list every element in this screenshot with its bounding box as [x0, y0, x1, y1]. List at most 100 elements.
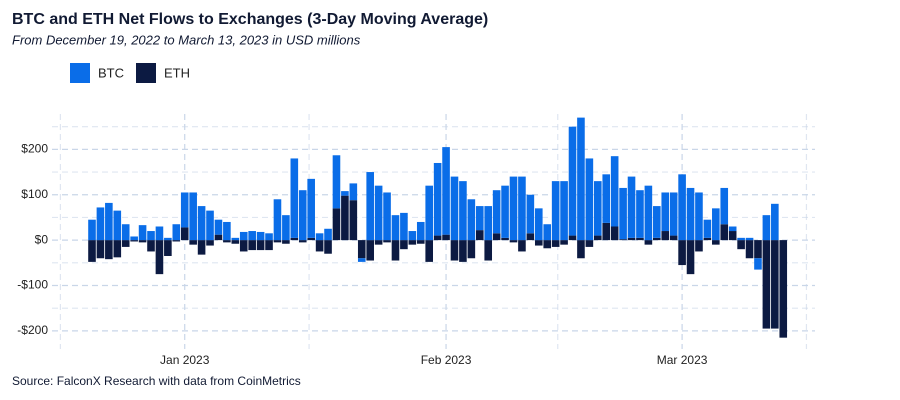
bar	[180, 227, 189, 241]
bar	[534, 208, 543, 241]
bar	[273, 199, 282, 241]
bar	[653, 206, 661, 238]
bar	[610, 156, 619, 227]
bar	[661, 231, 670, 241]
bar	[754, 258, 762, 270]
bar	[686, 240, 695, 275]
bar	[467, 240, 476, 259]
bar	[467, 199, 476, 241]
bar	[501, 185, 509, 238]
bar	[155, 226, 164, 241]
bar	[366, 240, 374, 261]
bar	[543, 224, 552, 241]
bar	[400, 212, 408, 241]
source: Source: FalconX Research with data from …	[12, 374, 301, 388]
bar	[332, 208, 341, 241]
bar	[105, 240, 113, 260]
bar	[560, 240, 568, 245]
bar	[96, 240, 105, 259]
bar	[501, 237, 509, 241]
bar	[644, 185, 653, 241]
bar	[357, 240, 366, 259]
bar	[518, 176, 526, 241]
bar	[147, 240, 155, 252]
bar	[695, 240, 703, 252]
bar	[433, 235, 442, 241]
bar	[762, 215, 771, 241]
chart-title: BTC and ETH Net Flows to Exchanges (3-Da…	[12, 11, 488, 28]
bar	[206, 240, 214, 246]
bar	[121, 224, 130, 241]
bar	[357, 258, 366, 262]
bar	[265, 240, 273, 251]
bar	[661, 192, 670, 232]
bar	[585, 158, 594, 241]
y-tick-label: $0	[35, 232, 49, 246]
bar	[585, 240, 594, 247]
chart-subtitle: From December 19, 2022 to March 13, 2023…	[12, 32, 361, 47]
bar	[180, 192, 189, 228]
bar	[509, 240, 518, 243]
legend-swatch	[136, 63, 156, 83]
bar	[636, 237, 644, 241]
bar	[619, 239, 627, 241]
bar	[214, 219, 223, 235]
bar	[265, 233, 273, 241]
bar	[594, 235, 602, 241]
x-tick-label: Mar 2023	[657, 353, 708, 367]
bar	[105, 202, 113, 241]
bar	[256, 231, 265, 241]
bar	[695, 192, 703, 241]
bar	[484, 240, 493, 261]
bar	[568, 235, 577, 241]
bar	[223, 221, 231, 241]
bar	[669, 235, 678, 241]
bar	[560, 181, 568, 241]
bar	[374, 185, 383, 241]
bar	[712, 208, 720, 241]
bar	[636, 190, 644, 238]
bar	[754, 240, 762, 259]
bar	[450, 176, 459, 241]
bar	[282, 215, 290, 241]
bar	[737, 240, 745, 250]
y-tick-label: -$100	[17, 278, 48, 292]
bar	[164, 240, 172, 256]
bar	[223, 240, 231, 243]
bar	[290, 237, 299, 241]
bar	[189, 240, 197, 245]
bar	[147, 231, 155, 241]
bar	[408, 240, 417, 245]
bar	[391, 240, 400, 261]
legend-label: BTC	[98, 65, 124, 80]
bar	[686, 187, 695, 241]
bar	[602, 222, 611, 241]
bar	[256, 240, 265, 251]
bar	[239, 240, 248, 252]
bar	[425, 185, 433, 241]
bar	[332, 155, 341, 209]
bar	[121, 240, 130, 247]
bar	[155, 240, 164, 275]
bar	[341, 195, 349, 241]
bar	[366, 172, 374, 241]
bar	[113, 240, 122, 258]
bar	[669, 192, 678, 236]
bar	[374, 240, 383, 245]
bar	[737, 237, 745, 241]
bar	[728, 231, 737, 241]
bar	[745, 240, 754, 259]
bar	[130, 236, 138, 241]
bar	[577, 117, 585, 241]
y-tick-label: $200	[21, 142, 48, 156]
bar	[762, 240, 771, 329]
bar	[324, 240, 332, 254]
x-tick-label: Feb 2023	[421, 353, 472, 367]
bar	[594, 181, 602, 236]
bar	[627, 237, 636, 241]
bar	[442, 147, 450, 235]
bar	[130, 240, 138, 242]
bar	[231, 240, 240, 244]
y-tick-label: -$200	[17, 323, 48, 337]
bar	[703, 219, 712, 238]
